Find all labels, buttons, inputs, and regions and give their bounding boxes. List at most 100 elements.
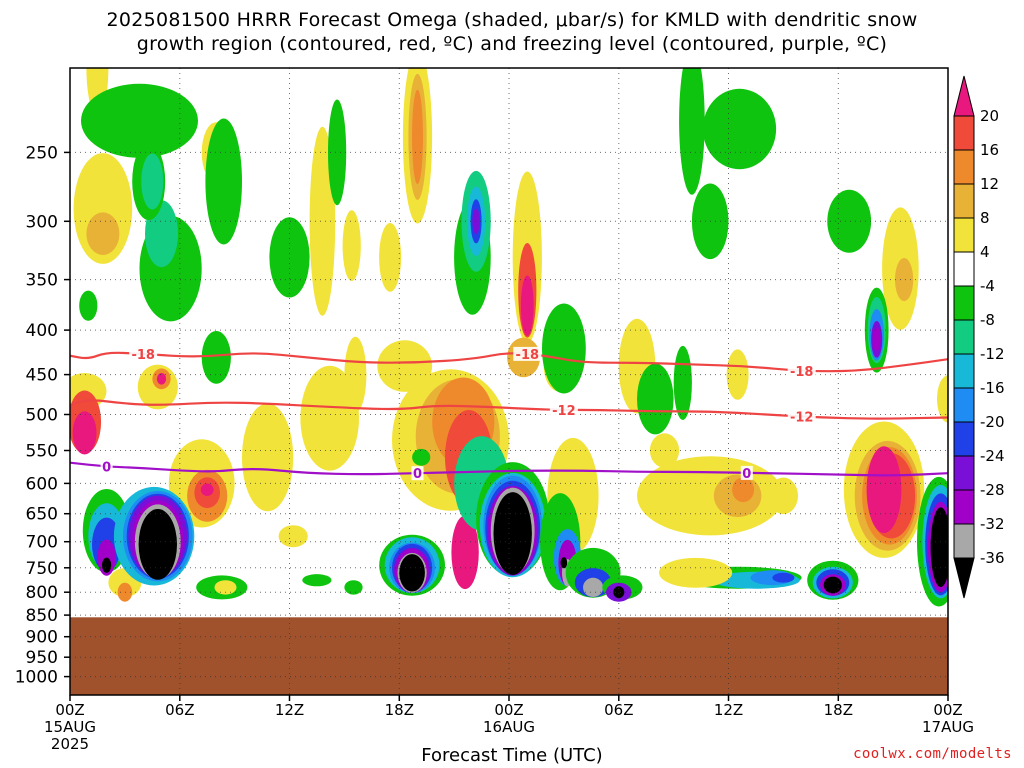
colorbar-swatch: [953, 319, 975, 355]
y-tick-label: 550: [26, 442, 58, 462]
contour-label: -18: [131, 348, 155, 363]
contour-line: [70, 461, 948, 477]
y-tick-label: 900: [26, 628, 58, 648]
omega-cell: [201, 331, 231, 384]
omega-cell: [300, 365, 360, 471]
x-tick-year-label: 2025: [51, 735, 89, 753]
omega-cell: [472, 208, 480, 234]
omega-cell: [156, 373, 167, 385]
colorbar-label: 4: [980, 243, 990, 261]
omega-cell: [102, 557, 112, 573]
x-tick-date-label: 15AUG: [44, 718, 96, 736]
colorbar-label: -32: [980, 515, 1005, 533]
chart-title-line2: growth region (contoured, red, ºC) and f…: [136, 33, 888, 55]
y-tick-label: 800: [26, 583, 58, 603]
omega-cell: [117, 582, 133, 602]
omega-shading: [70, 68, 948, 607]
omega-cell: [823, 576, 842, 594]
y-axis: 2503003504004505005506006507007508008509…: [15, 143, 70, 688]
colorbar-swatch: [953, 455, 975, 491]
omega-cell: [379, 223, 402, 292]
omega-cell: [214, 580, 237, 595]
x-tick-label: 12Z: [714, 701, 743, 719]
x-tick-label: 00Z: [55, 701, 84, 719]
y-tick-label: 450: [26, 366, 58, 386]
omega-cell: [673, 345, 692, 420]
y-tick-label: 1000: [15, 668, 58, 688]
source-credit: coolwx.com/modelts: [853, 746, 1012, 762]
x-tick-label: 00Z: [494, 701, 523, 719]
y-tick-label: 650: [26, 505, 58, 525]
omega-cell: [412, 448, 431, 466]
y-tick-label: 850: [26, 606, 58, 626]
omega-cell: [866, 446, 902, 534]
x-tick-label: 00Z: [933, 701, 962, 719]
omega-cell: [583, 577, 604, 598]
x-tick-label: 06Z: [604, 701, 633, 719]
omega-cell: [726, 349, 749, 400]
contour-label-bg: [549, 402, 578, 417]
omega-cell: [493, 492, 532, 575]
omega-cell: [649, 433, 680, 468]
contour-label-bg: [787, 409, 816, 424]
contour-label-bg: [100, 459, 113, 474]
contour-label-bg: [129, 346, 158, 361]
colorbar-label: -16: [980, 379, 1005, 397]
x-tick-label: 06Z: [165, 701, 194, 719]
omega-cell: [141, 153, 164, 210]
colorbar-swatch: [953, 353, 975, 389]
colorbar-label: 12: [980, 175, 999, 193]
y-tick-label: 700: [26, 533, 58, 553]
colorbar-swatch: [953, 115, 975, 151]
x-tick-label: 18Z: [824, 701, 853, 719]
omega-cell: [412, 89, 423, 185]
omega-cell: [97, 539, 116, 576]
contour-label: -18: [790, 365, 814, 380]
colorbar-swatch: [953, 217, 975, 253]
colorbar-label: 16: [980, 141, 999, 159]
contour-label: -12: [790, 411, 814, 426]
colorbar-label: -24: [980, 447, 1005, 465]
plot-background: [70, 68, 948, 695]
omega-cell: [937, 375, 948, 423]
below-ground-mask: [70, 617, 948, 695]
contour-label: 0: [102, 461, 111, 476]
colorbar: 20 16 12 8 4 -4 -8 -12 -16 -20 -24 -28 -32 -36: [953, 75, 1005, 599]
omega-cell: [86, 212, 120, 255]
contour-line: [70, 351, 948, 373]
omega-cell: [72, 411, 97, 455]
omega-cell: [560, 557, 568, 569]
omega-cell: [659, 557, 733, 588]
omega-cell: [732, 477, 755, 503]
omega-cell: [930, 507, 948, 587]
x-tick-date-label: 16AUG: [483, 718, 535, 736]
contour-line: [70, 399, 948, 420]
y-tick-label: 950: [26, 648, 58, 668]
omega-cell: [269, 217, 310, 298]
omega-cell: [637, 363, 674, 435]
x-axis-title: Forecast Time (UTC): [421, 745, 603, 766]
y-tick-label: 600: [26, 474, 58, 494]
omega-cell: [81, 83, 198, 158]
omega-cell: [702, 88, 777, 170]
colorbar-swatch: [953, 489, 975, 525]
contour-label-bg: [740, 465, 753, 480]
colorbar-label: -12: [980, 345, 1005, 363]
chart-title-line1: 2025081500 HRRR Forecast Omega (shaded, …: [106, 9, 918, 31]
y-tick-label: 750: [26, 559, 58, 579]
colorbar-swatch: [953, 387, 975, 423]
contour-label: -18: [516, 348, 540, 363]
omega-cell: [520, 275, 534, 336]
y-tick-label: 400: [26, 321, 58, 341]
omega-cell: [399, 554, 425, 592]
colorbar-label: 8: [980, 209, 990, 227]
colorbar-swatch: [953, 523, 975, 559]
colorbar-swatch: [953, 149, 975, 185]
colorbar-label: 20: [980, 107, 999, 125]
contour-label: 0: [742, 467, 751, 482]
omega-cell: [200, 483, 214, 496]
contour-label: -12: [552, 404, 576, 419]
colorbar-label: -4: [980, 277, 995, 295]
